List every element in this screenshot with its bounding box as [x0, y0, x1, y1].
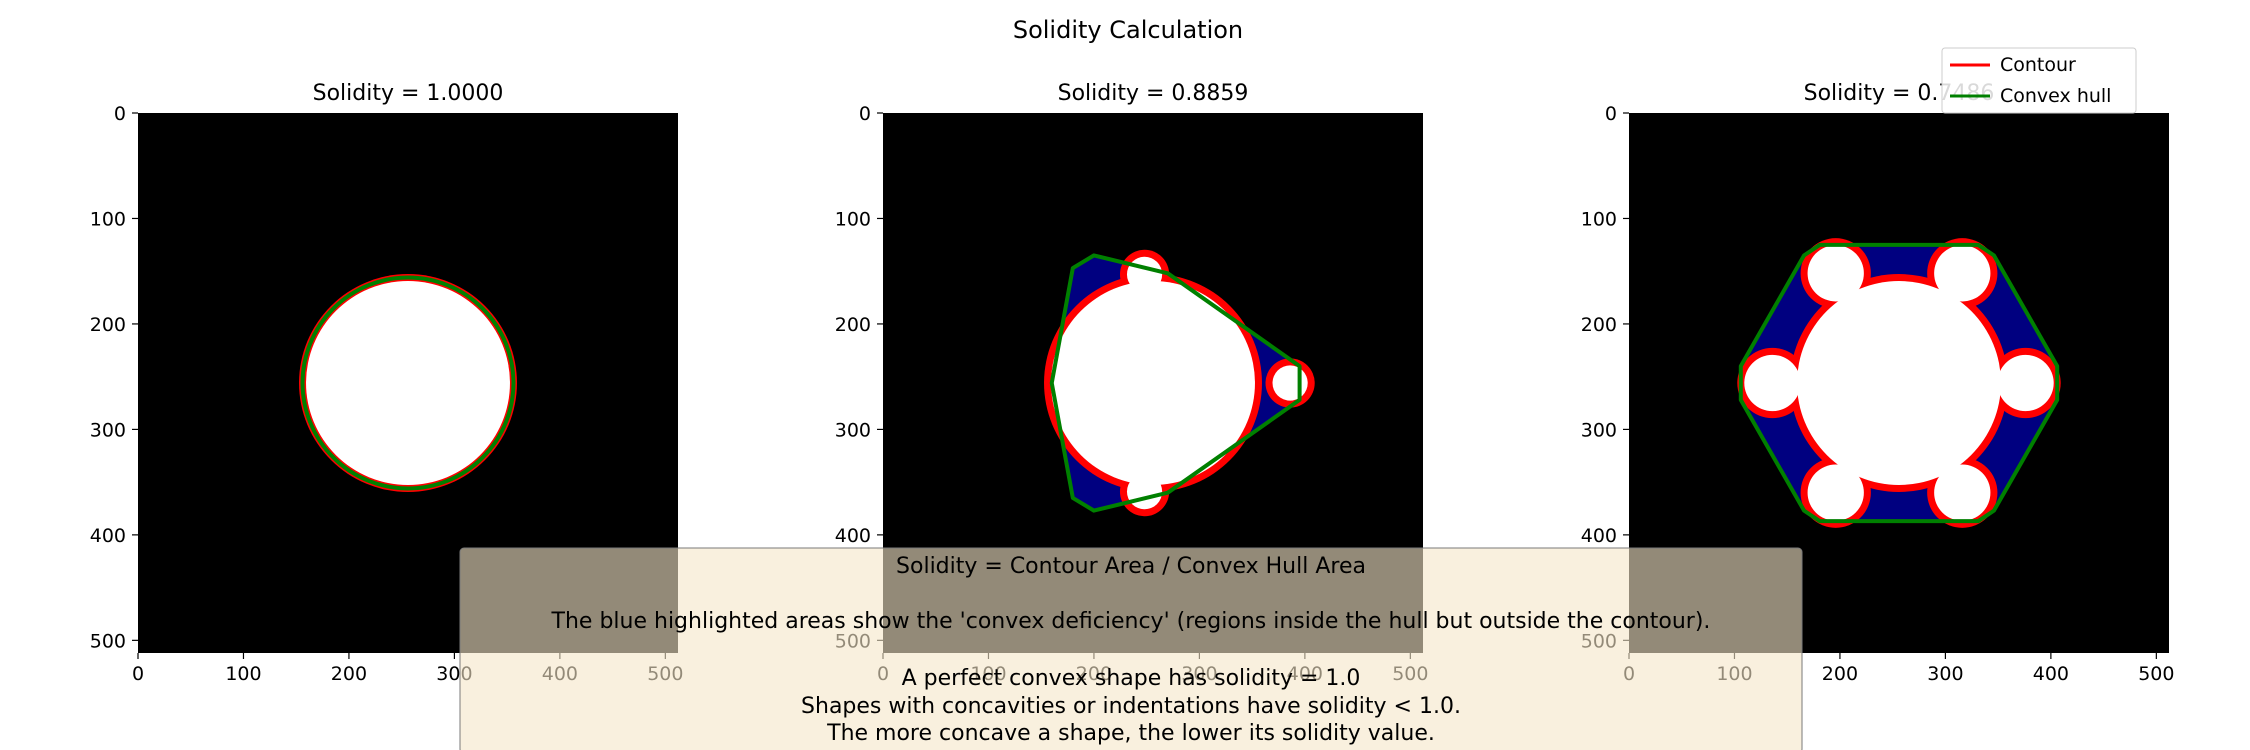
panel-title: Solidity = 0.8859 — [1058, 81, 1249, 106]
panel-3: Solidity = 0.748601002003004005000100200… — [1581, 81, 2175, 685]
y-tick-label: 300 — [835, 419, 871, 441]
y-tick-label: 100 — [835, 208, 871, 230]
convex-hull-line — [300, 275, 516, 491]
lobe-fill — [1126, 256, 1163, 292]
image-content — [1737, 238, 2061, 528]
lobe-fill — [1744, 354, 1801, 412]
note-line-1: Solidity = Contour Area / Convex Hull Ar… — [896, 554, 1366, 579]
y-tick-label: 0 — [859, 103, 871, 125]
legend-contour-label: Contour — [2000, 54, 2076, 76]
lobe-fill — [1934, 245, 1991, 302]
note-box: Solidity = Contour Area / Convex Hull Ar… — [459, 547, 1803, 750]
shape-fill — [1797, 281, 2001, 485]
legend-hull-label: Convex hull — [2000, 85, 2111, 107]
x-tick-label: 200 — [331, 663, 367, 685]
note-line-2: The blue highlighted areas show the 'con… — [551, 609, 1711, 634]
figure-title: Solidity Calculation — [1013, 16, 1243, 44]
y-tick-label: 400 — [835, 525, 871, 547]
note-line-3: A perfect convex shape has solidity = 1.… — [902, 666, 1361, 691]
y-tick-label: 300 — [90, 419, 126, 441]
y-tick-label: 500 — [90, 630, 126, 652]
panel-title: Solidity = 1.0000 — [313, 81, 504, 106]
shape-fill — [1051, 281, 1255, 485]
y-tick-label: 400 — [90, 525, 126, 547]
y-tick-label: 200 — [90, 314, 126, 336]
x-tick-label: 300 — [1927, 663, 1963, 685]
panels: Solidity = 1.0000 0 100 200 300 400 500 0 100 200… — [90, 81, 2175, 685]
x-tick-label: 400 — [2033, 663, 2069, 685]
y-tick-label: 100 — [90, 208, 126, 230]
lobe-fill — [1997, 354, 2054, 412]
lobe-fill — [1272, 365, 1308, 401]
y-tick-label: 100 — [1581, 208, 1617, 230]
y-tick-label: 200 — [1581, 314, 1617, 336]
x-tick-label: 200 — [1822, 663, 1858, 685]
legend-box — [1941, 47, 2137, 114]
convex-hull-line — [1738, 242, 2060, 524]
legend: Contour Convex hull — [1941, 47, 2137, 114]
note-background — [459, 547, 1803, 750]
x-tick-label: 100 — [225, 663, 261, 685]
y-tick-label: 300 — [1581, 419, 1617, 441]
y-tick-label: 0 — [114, 103, 126, 125]
y-tick-label: 0 — [1605, 103, 1617, 125]
lobe-fill — [1807, 464, 1864, 521]
lobe-fill — [1126, 474, 1163, 510]
convex-hull-line — [1049, 253, 1302, 513]
y-tick-label: 200 — [835, 314, 871, 336]
note-line-4: Shapes with concavities or indentations … — [801, 694, 1461, 719]
x-tick-label: 0 — [132, 663, 144, 685]
lobe-fill — [1807, 245, 1864, 302]
shape-fill — [306, 281, 510, 485]
lobe-fill — [1934, 464, 1991, 521]
image-content — [1044, 249, 1315, 517]
note-line-5: The more concave a shape, the lower its … — [826, 721, 1435, 746]
y-tick-label: 400 — [1581, 525, 1617, 547]
x-tick-label: 500 — [2138, 663, 2174, 685]
image-content — [299, 274, 517, 492]
